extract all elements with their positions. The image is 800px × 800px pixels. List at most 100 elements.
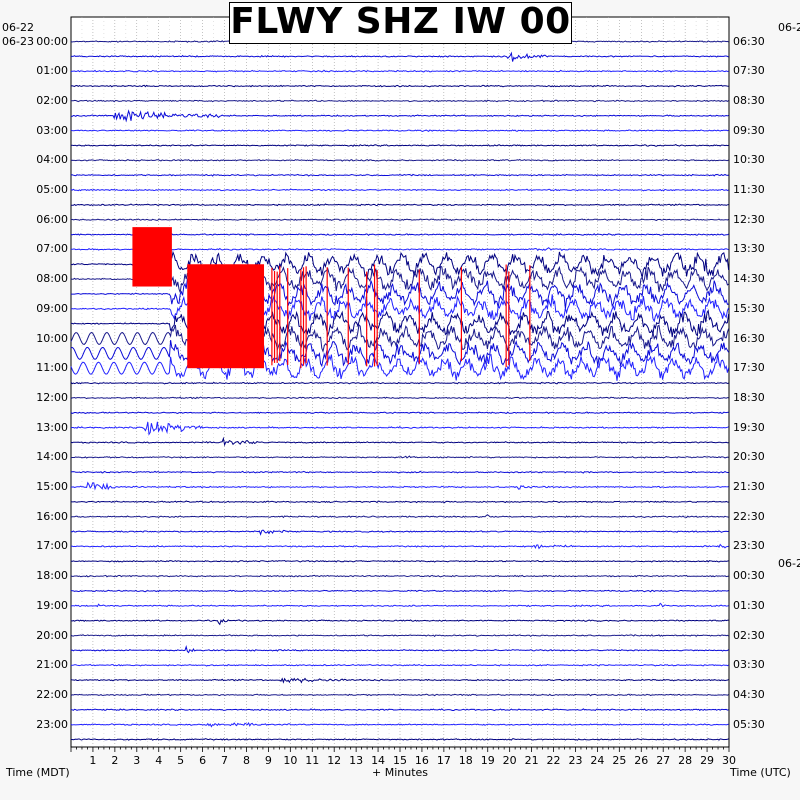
right-hour-label: 01:30 — [733, 598, 765, 612]
trace-row — [70, 381, 729, 385]
left-hour-label: 18:00 — [36, 569, 68, 583]
trace-row — [70, 634, 729, 638]
left-hour-label: 04:00 — [36, 153, 68, 167]
x-tick-label: 30 — [722, 754, 736, 767]
x-tick-label: 20 — [503, 754, 517, 767]
left-hour-label: 07:00 — [36, 242, 68, 256]
right-hour-label: 04:30 — [733, 687, 765, 701]
right-hour-label: 14:30 — [733, 272, 765, 286]
left-axis-label: Time (MDT) — [6, 766, 70, 779]
right-hour-label: 18:30 — [733, 390, 765, 404]
trace-row — [70, 218, 729, 222]
clipped-signal — [132, 227, 531, 369]
right-hour-label: 09:30 — [733, 123, 765, 137]
trace-row — [70, 529, 729, 536]
left-hour-label: 00:00 — [36, 34, 68, 48]
trace-row — [70, 129, 729, 133]
trace-row — [71, 309, 730, 338]
trace-row — [71, 278, 729, 309]
trace-row — [70, 203, 729, 207]
trace-row — [70, 250, 730, 280]
left-hour-label: 21:00 — [36, 658, 68, 672]
trace-row — [71, 738, 729, 741]
trace-row — [70, 396, 729, 400]
x-axis-ticks: 1 2 3 4 5 6 7 8 9 10 11 12 13 14 15 16 17 18 19 20 21 22 23 24 2… — [70, 747, 736, 767]
trace-row — [70, 618, 729, 626]
trace-row — [70, 173, 729, 177]
right-hour-label: 23:30 — [733, 539, 765, 553]
x-tick-label: 18 — [459, 754, 473, 767]
trace-row — [70, 574, 729, 578]
trace-row — [70, 500, 729, 504]
left-hour-label: 08:00 — [36, 272, 68, 286]
left-hour-label: 13:00 — [36, 420, 68, 434]
x-tick-label: 19 — [481, 754, 495, 767]
left-hour-label: 22:00 — [36, 687, 68, 701]
right-hour-label: 07:30 — [733, 64, 765, 78]
trace-row — [70, 436, 729, 447]
x-tick-label: 9 — [265, 754, 272, 767]
x-tick-label: 14 — [371, 754, 385, 767]
trace-row — [70, 645, 729, 654]
left-date-top: 06-22 — [2, 21, 34, 34]
trace-row — [70, 109, 729, 123]
x-tick-label: 22 — [547, 754, 561, 767]
left-hour-label: 14:00 — [36, 450, 68, 464]
x-tick-label: 28 — [678, 754, 692, 767]
trace-row — [70, 340, 730, 368]
chart-title: FLWY SHZ IW 00 — [230, 1, 571, 42]
right-hour-label: 19:30 — [733, 420, 765, 434]
trace-row — [70, 84, 729, 88]
x-tick-label: 8 — [243, 754, 250, 767]
left-hour-label: 20:00 — [36, 628, 68, 642]
x-tick-label: 10 — [283, 754, 297, 767]
left-hour-label: 17:00 — [36, 539, 68, 553]
left-hour-label: 16:00 — [36, 509, 68, 523]
right-hour-label: 21:30 — [733, 480, 765, 493]
plot-area — [70, 16, 730, 748]
trace-row — [70, 677, 729, 684]
left-hour-label: 23:00 — [36, 717, 68, 731]
seismic-traces — [70, 40, 730, 741]
left-hour-label: 02:00 — [36, 93, 68, 107]
trace-row — [70, 323, 730, 353]
left-hour-label: 01:00 — [36, 64, 68, 78]
trace-row — [70, 470, 729, 474]
trace-row — [70, 188, 729, 192]
right-hour-label: 20:30 — [733, 450, 765, 464]
x-tick-label: 16 — [415, 754, 429, 767]
trace-row — [70, 455, 729, 459]
trace-row — [70, 721, 729, 728]
trace-row — [70, 559, 729, 563]
minute-gridlines — [81, 17, 719, 747]
right-hour-label: 22:30 — [733, 509, 765, 523]
right-hour-label: 11:30 — [733, 183, 765, 196]
trace-row — [70, 481, 729, 491]
right-hour-label: 00:30 — [733, 569, 765, 583]
x-tick-label: 4 — [155, 754, 162, 767]
clipped-block — [132, 227, 172, 287]
trace-row — [70, 589, 729, 593]
left-hour-label: 03:00 — [36, 123, 68, 137]
x-tick-label: 7 — [221, 754, 228, 767]
x-tick-label: 21 — [525, 754, 539, 767]
left-hour-label: 15:00 — [36, 480, 68, 493]
x-tick-label: 23 — [568, 754, 582, 767]
trace-row — [70, 247, 729, 252]
x-tick-label: 1 — [89, 754, 96, 767]
trace-row — [70, 294, 730, 323]
right-hour-label: 16:30 — [733, 331, 765, 345]
left-date-start: 06-23 — [2, 35, 34, 48]
trace-row — [70, 421, 729, 436]
x-tick-label: 26 — [634, 754, 648, 767]
trace-row — [70, 708, 729, 712]
x-tick-label: 24 — [590, 754, 604, 767]
trace-row — [70, 353, 730, 381]
trace-row — [70, 693, 729, 697]
left-hour-label: 06:00 — [36, 212, 68, 226]
trace-row — [70, 543, 729, 550]
trace-row — [70, 69, 729, 73]
trace-row — [70, 514, 729, 519]
trace-row — [70, 602, 729, 608]
